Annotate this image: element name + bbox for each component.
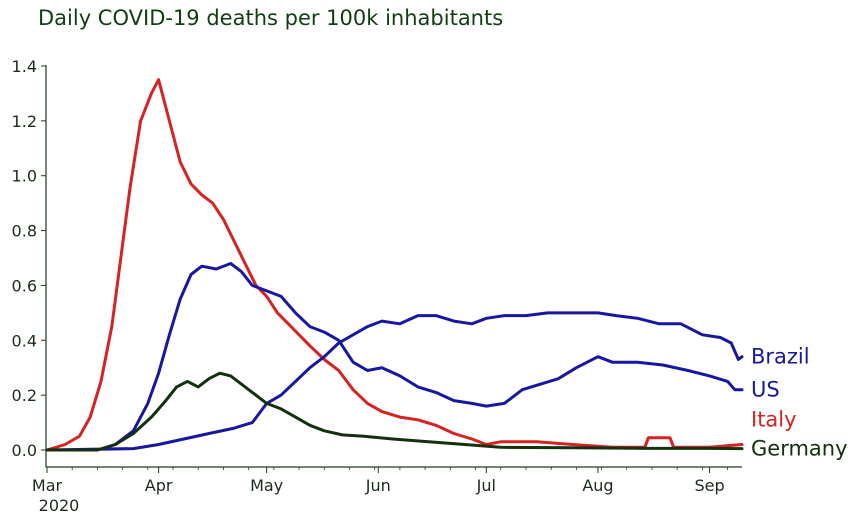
x-tick-label: Jun xyxy=(365,476,391,495)
series-label-brazil: Brazil xyxy=(751,345,810,369)
series-line-italy xyxy=(45,78,744,452)
x-tick-label: Mar xyxy=(32,476,63,495)
y-tick-label: 0.4 xyxy=(12,331,37,350)
series-label-us: US xyxy=(751,378,780,402)
x-tick-label: Apr xyxy=(145,476,173,495)
y-tick-label: 0.6 xyxy=(12,276,37,295)
y-tick-label: 1.4 xyxy=(12,57,37,76)
y-tick-label: 1.0 xyxy=(12,167,37,186)
series-line-brazil xyxy=(45,311,744,452)
x-tick-sublabel: 2020 xyxy=(39,496,80,515)
y-tick-label: 0.8 xyxy=(12,222,37,241)
series-label-italy: Italy xyxy=(751,408,797,432)
y-tick-label: 0.0 xyxy=(12,441,37,460)
x-tick-label: Jul xyxy=(476,476,496,495)
x-tick-label: Aug xyxy=(582,476,613,495)
series-line-germany xyxy=(45,371,744,452)
y-tick-label: 0.2 xyxy=(12,386,37,405)
x-tick-label: May xyxy=(250,476,283,495)
x-tick-label: Sep xyxy=(695,476,725,495)
series-line-us xyxy=(45,262,744,452)
chart-title: Daily COVID-19 deaths per 100k inhabitan… xyxy=(38,6,504,30)
series-label-germany: Germany xyxy=(751,437,848,461)
y-tick-label: 1.2 xyxy=(12,112,37,131)
